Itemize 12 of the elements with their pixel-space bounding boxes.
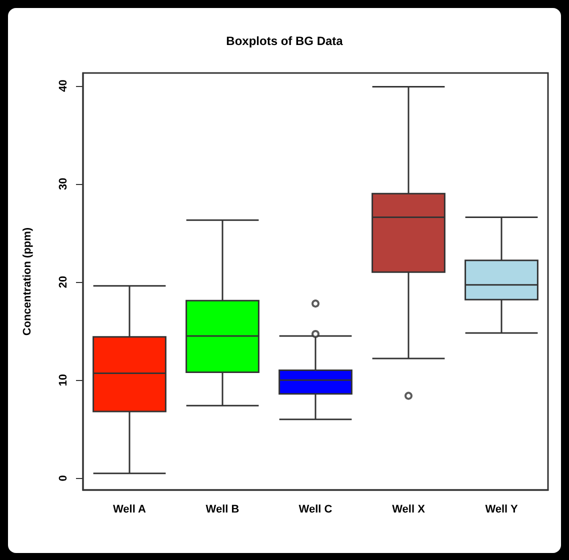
y-tick-label: 0	[58, 475, 70, 482]
y-tick-label: 20	[58, 276, 70, 288]
y-tick-label: 40	[58, 80, 70, 92]
x-tick-label: Well X	[392, 504, 426, 516]
x-tick-label: Well A	[112, 504, 146, 516]
chart-title: Boxplots of BG Data	[226, 34, 344, 48]
x-tick-label: Well C	[298, 504, 332, 516]
x-tick-label: Well Y	[485, 504, 518, 516]
y-tick-label: 10	[58, 374, 70, 386]
y-axis-title: Concentration (ppm)	[22, 227, 34, 336]
y-tick-label: 30	[58, 178, 70, 190]
x-tick-label: Well B	[206, 504, 240, 516]
